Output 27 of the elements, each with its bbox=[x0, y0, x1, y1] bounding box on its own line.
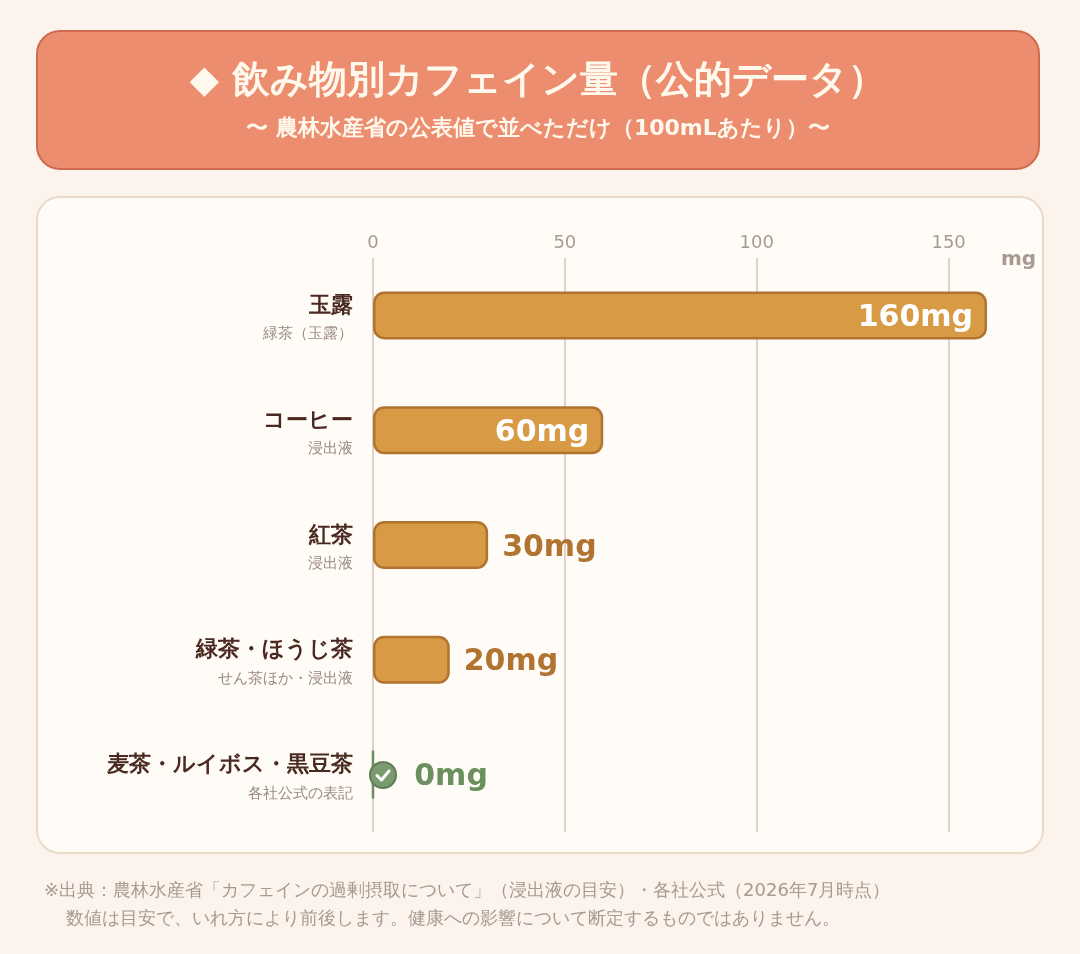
y-tick-label: 緑茶・ほうじ茶 bbox=[195, 636, 353, 662]
x-tick-label: 150 bbox=[931, 230, 966, 252]
text: せん茶ほか・浸出液 bbox=[218, 668, 353, 687]
y-tick-label: コーヒー bbox=[263, 406, 353, 432]
text: 緑茶（玉露） bbox=[262, 324, 353, 343]
y-tick-label: 紅茶 bbox=[308, 521, 353, 547]
bar bbox=[373, 521, 489, 569]
bar bbox=[373, 635, 450, 684]
x-tick-label: 0 bbox=[367, 230, 379, 252]
data-label: 0mg bbox=[414, 757, 488, 793]
data-label: 160mg bbox=[857, 297, 973, 333]
data-label: 20mg bbox=[463, 642, 559, 678]
text: 浸出液 bbox=[308, 554, 353, 572]
x-axis-title: mg bbox=[1001, 246, 1037, 270]
chart-subtitle: 〜 農林水産省の公表値で並べただけ（100mLあたり）〜 bbox=[245, 114, 831, 142]
x-tick-label: 50 bbox=[553, 230, 577, 252]
text: 浸出液 bbox=[308, 439, 353, 458]
chart-title: ◆ 飲み物別カフェイン量（公的データ） bbox=[188, 56, 888, 103]
data-label: 30mg bbox=[502, 527, 597, 563]
bar bbox=[373, 291, 987, 340]
text: 各社公式の表記 bbox=[248, 783, 353, 802]
y-tick-label: 麦茶・ルイボス・黒豆茶 bbox=[106, 751, 353, 777]
data-label: 60mg bbox=[494, 412, 590, 448]
text: ※出典：農林水産省「カフェインの過剰摂取について」（浸出液の目安）・各社公式（2026年7月時点） bbox=[44, 878, 891, 902]
y-tick-label: 玉露 bbox=[308, 291, 353, 317]
x-tick-label: 100 bbox=[739, 230, 774, 252]
text: 数値は目安で、いれ方により前後します。健康への影響について断定するものではありません。 bbox=[65, 906, 841, 930]
